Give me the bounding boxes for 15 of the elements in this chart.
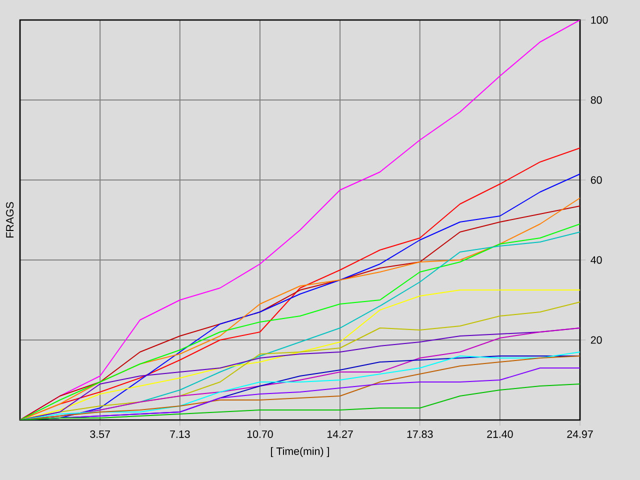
y-axis-title: FRAGS bbox=[6, 202, 14, 238]
y-tick-label: 60 bbox=[590, 176, 602, 184]
x-tick-label: 21.40 bbox=[487, 430, 513, 438]
x-tick-label: 7.13 bbox=[170, 430, 190, 438]
y-tick-label: 40 bbox=[590, 256, 602, 264]
y-tick-label: 20 bbox=[590, 336, 602, 344]
x-tick-label: 3.57 bbox=[90, 430, 110, 438]
x-tick-label: 10.70 bbox=[247, 430, 273, 438]
line-series bbox=[20, 328, 580, 420]
x-tick-label: 17.83 bbox=[407, 430, 433, 438]
x-axis-title: [ Time(min) ] bbox=[271, 447, 329, 458]
x-tick-label: 14.27 bbox=[328, 430, 353, 438]
y-tick-label: 80 bbox=[590, 96, 602, 104]
y-tick-label: 100 bbox=[591, 16, 608, 24]
x-tick-label: 24.97 bbox=[567, 430, 593, 438]
